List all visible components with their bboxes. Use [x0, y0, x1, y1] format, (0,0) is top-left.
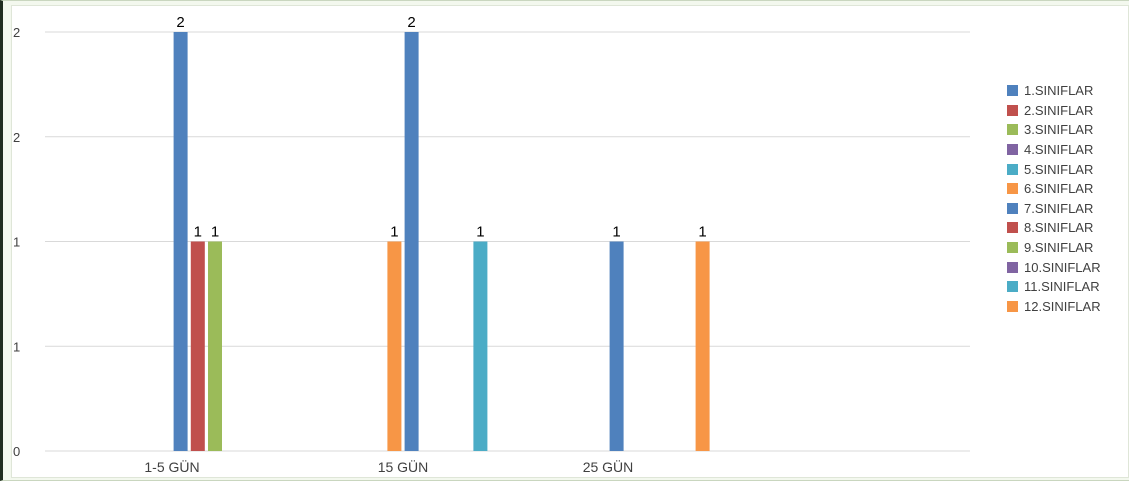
bars: [173, 32, 710, 451]
bar: [387, 241, 402, 451]
legend-item: 2.SINIFLAR: [1007, 101, 1127, 121]
legend-label: 12.SINIFLAR: [1024, 298, 1101, 314]
legend-swatch: [1007, 104, 1018, 116]
data-labels: 12 211 1 1 1: [176, 14, 706, 241]
legend-swatch: [1007, 202, 1018, 214]
legend-item: 6.SINIFLAR: [1007, 179, 1127, 199]
x-tick-label: 1-5 GÜN: [144, 458, 199, 475]
legend-item: 9.SINIFLAR: [1007, 238, 1127, 258]
legend-item: 1.SINIFLAR: [1007, 81, 1127, 101]
legend-item: 11.SINIFLAR: [1007, 277, 1127, 297]
y-tick-label: 2: [13, 130, 20, 145]
bar: [695, 241, 710, 451]
legend-swatch: [1007, 222, 1018, 234]
y-tick-label: 1: [13, 339, 20, 354]
legend-label: 3.SINIFLAR: [1024, 122, 1094, 138]
bar: [190, 241, 205, 451]
legend-swatch: [1007, 261, 1018, 273]
legend-swatch: [1007, 124, 1018, 136]
legend-item: 4.SINIFLAR: [1007, 140, 1127, 160]
legend-swatch: [1007, 242, 1018, 254]
data-label: 1: [612, 224, 620, 241]
data-label: 2: [176, 14, 184, 31]
legend-label: 9.SINIFLAR: [1024, 240, 1094, 256]
legend-item: 7.SINIFLAR: [1007, 199, 1127, 219]
legend-label: 8.SINIFLAR: [1024, 220, 1094, 236]
legend-swatch: [1007, 144, 1018, 156]
bar: [473, 241, 488, 451]
legend-swatch: [1007, 183, 1018, 195]
legend-label: 2.SINIFLAR: [1024, 102, 1094, 118]
legend-swatch: [1007, 281, 1018, 293]
legend-swatch: [1007, 163, 1018, 175]
y-tick-label: 1: [13, 235, 20, 250]
data-label: 1: [476, 224, 484, 241]
bar: [404, 32, 419, 451]
legend-swatch: [1007, 300, 1018, 312]
legend-item: 8.SINIFLAR: [1007, 218, 1127, 238]
y-tick-label: 2: [13, 25, 20, 40]
legend-item: 12.SINIFLAR: [1007, 297, 1127, 317]
legend-label: 6.SINIFLAR: [1024, 181, 1094, 197]
legend-item: 10.SINIFLAR: [1007, 257, 1127, 277]
data-label: 2: [407, 14, 415, 31]
legend-label: 4.SINIFLAR: [1024, 142, 1094, 158]
legend-label: 11.SINIFLAR: [1024, 279, 1100, 295]
legend-label: 10.SINIFLAR: [1024, 259, 1101, 275]
legend-swatch: [1007, 85, 1018, 97]
data-label: 1: [390, 224, 398, 241]
legend-item: 5.SINIFLAR: [1007, 159, 1127, 179]
legend-label: 5.SINIFLAR: [1024, 161, 1094, 177]
data-label: 1: [211, 224, 219, 241]
x-tick-label: 25 GÜN: [583, 458, 634, 475]
bar: [208, 241, 222, 451]
legend-label: 7.SINIFLAR: [1024, 200, 1094, 216]
x-tick-label: 15 GÜN: [378, 458, 429, 475]
data-label: 1: [698, 224, 706, 241]
y-tick-label: 0: [13, 444, 20, 459]
data-label: 1: [194, 224, 202, 241]
bar: [173, 32, 188, 451]
legend-item: 3.SINIFLAR: [1007, 120, 1127, 140]
legend: 1.SINIFLAR 2.SINIFLAR 3.SINIFLAR 4.SINIFLAR…: [1007, 81, 1127, 316]
bar: [609, 241, 624, 451]
legend-label: 1.SINIFLAR: [1024, 83, 1094, 99]
